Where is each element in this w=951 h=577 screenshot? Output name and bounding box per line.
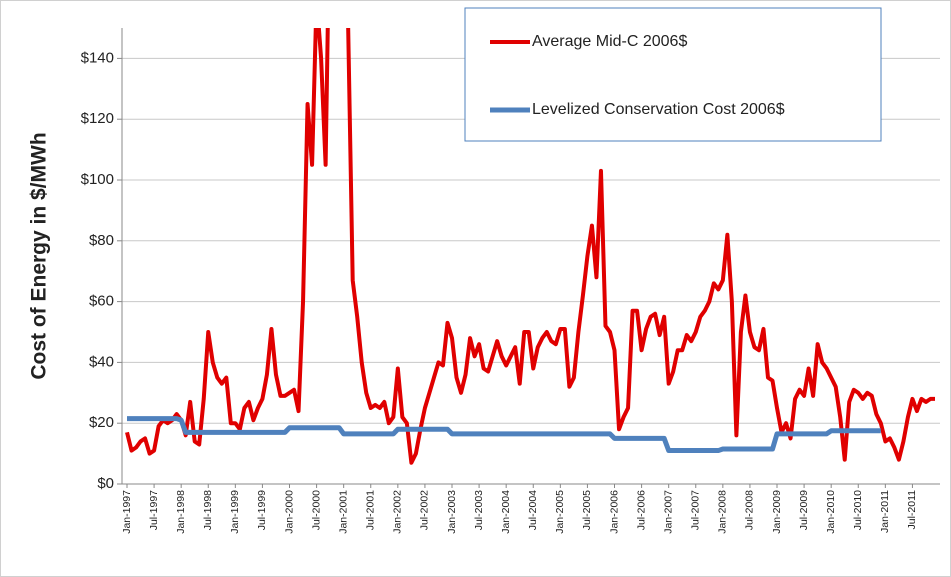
x-tick-label: Jul-1998 — [202, 490, 214, 530]
x-tick-label: Jul-2003 — [473, 490, 485, 530]
x-tick-label: Jul-2005 — [581, 490, 593, 530]
x-tick-label: Jan-1997 — [121, 490, 133, 534]
x-tick-label: Jul-1997 — [148, 490, 160, 530]
x-tick-label: Jul-2011 — [906, 490, 918, 530]
x-tick-label: Jan-1999 — [229, 490, 241, 534]
y-tick-label: $0 — [97, 475, 114, 492]
x-tick-label: Jan-2001 — [337, 490, 349, 534]
x-tick-label: Jan-2006 — [608, 490, 620, 534]
series-line — [125, 28, 935, 465]
x-tick-label: Jan-2010 — [825, 490, 837, 534]
y-tick-label: $100 — [81, 171, 114, 188]
legend-box — [464, 7, 882, 142]
legend-label: Levelized Conservation Cost 2006$ — [532, 101, 785, 118]
y-tick-label: $80 — [89, 232, 114, 249]
x-tick-label: Jan-2009 — [771, 490, 783, 534]
y-axis-title: Cost of Energy in $/MWh — [28, 132, 51, 379]
x-tick-label: Jan-2004 — [500, 490, 512, 534]
series-line — [127, 416, 881, 454]
legend: Average Mid-C 2006$ Levelized Conservatio… — [464, 7, 882, 142]
x-tick-label: Jul-2001 — [365, 490, 377, 530]
y-tick-label: $60 — [89, 293, 114, 310]
x-tick-label: Jan-2005 — [554, 490, 566, 534]
x-tick-label: Jul-2008 — [744, 490, 756, 530]
plot-area — [125, 28, 935, 465]
y-tick-label: $20 — [89, 414, 114, 431]
x-tick-label: Jan-2008 — [717, 490, 729, 534]
x-tick-label: Jul-1999 — [256, 490, 268, 530]
x-tick-label: Jan-2000 — [283, 490, 295, 534]
x-tick-label: Jan-2011 — [879, 490, 891, 533]
x-tick-label: Jan-2003 — [446, 490, 458, 534]
x-tick-label: Jul-2010 — [852, 490, 864, 530]
x-tick-label: Jan-1998 — [175, 490, 187, 534]
x-tick-label: Jan-2002 — [392, 490, 404, 534]
axes: $0 $20 $40 $60 $80 $100 $120 $140 Jan-1997 Jul-19… — [81, 28, 940, 534]
y-tick-label: $40 — [89, 353, 114, 370]
x-tick-label: Jul-2000 — [310, 490, 322, 530]
y-tick-label: $140 — [81, 49, 114, 66]
x-tick-label: Jul-2006 — [635, 490, 647, 530]
x-tick-label: Jul-2009 — [798, 490, 810, 530]
x-tick-label: Jul-2002 — [419, 490, 431, 530]
y-tick-label: $120 — [81, 110, 114, 127]
x-tick-label: Jul-2004 — [527, 490, 539, 530]
x-tick-label: Jan-2007 — [662, 490, 674, 534]
legend-label: Average Mid-C 2006$ — [532, 33, 687, 50]
x-tick-label: Jul-2007 — [690, 490, 702, 530]
